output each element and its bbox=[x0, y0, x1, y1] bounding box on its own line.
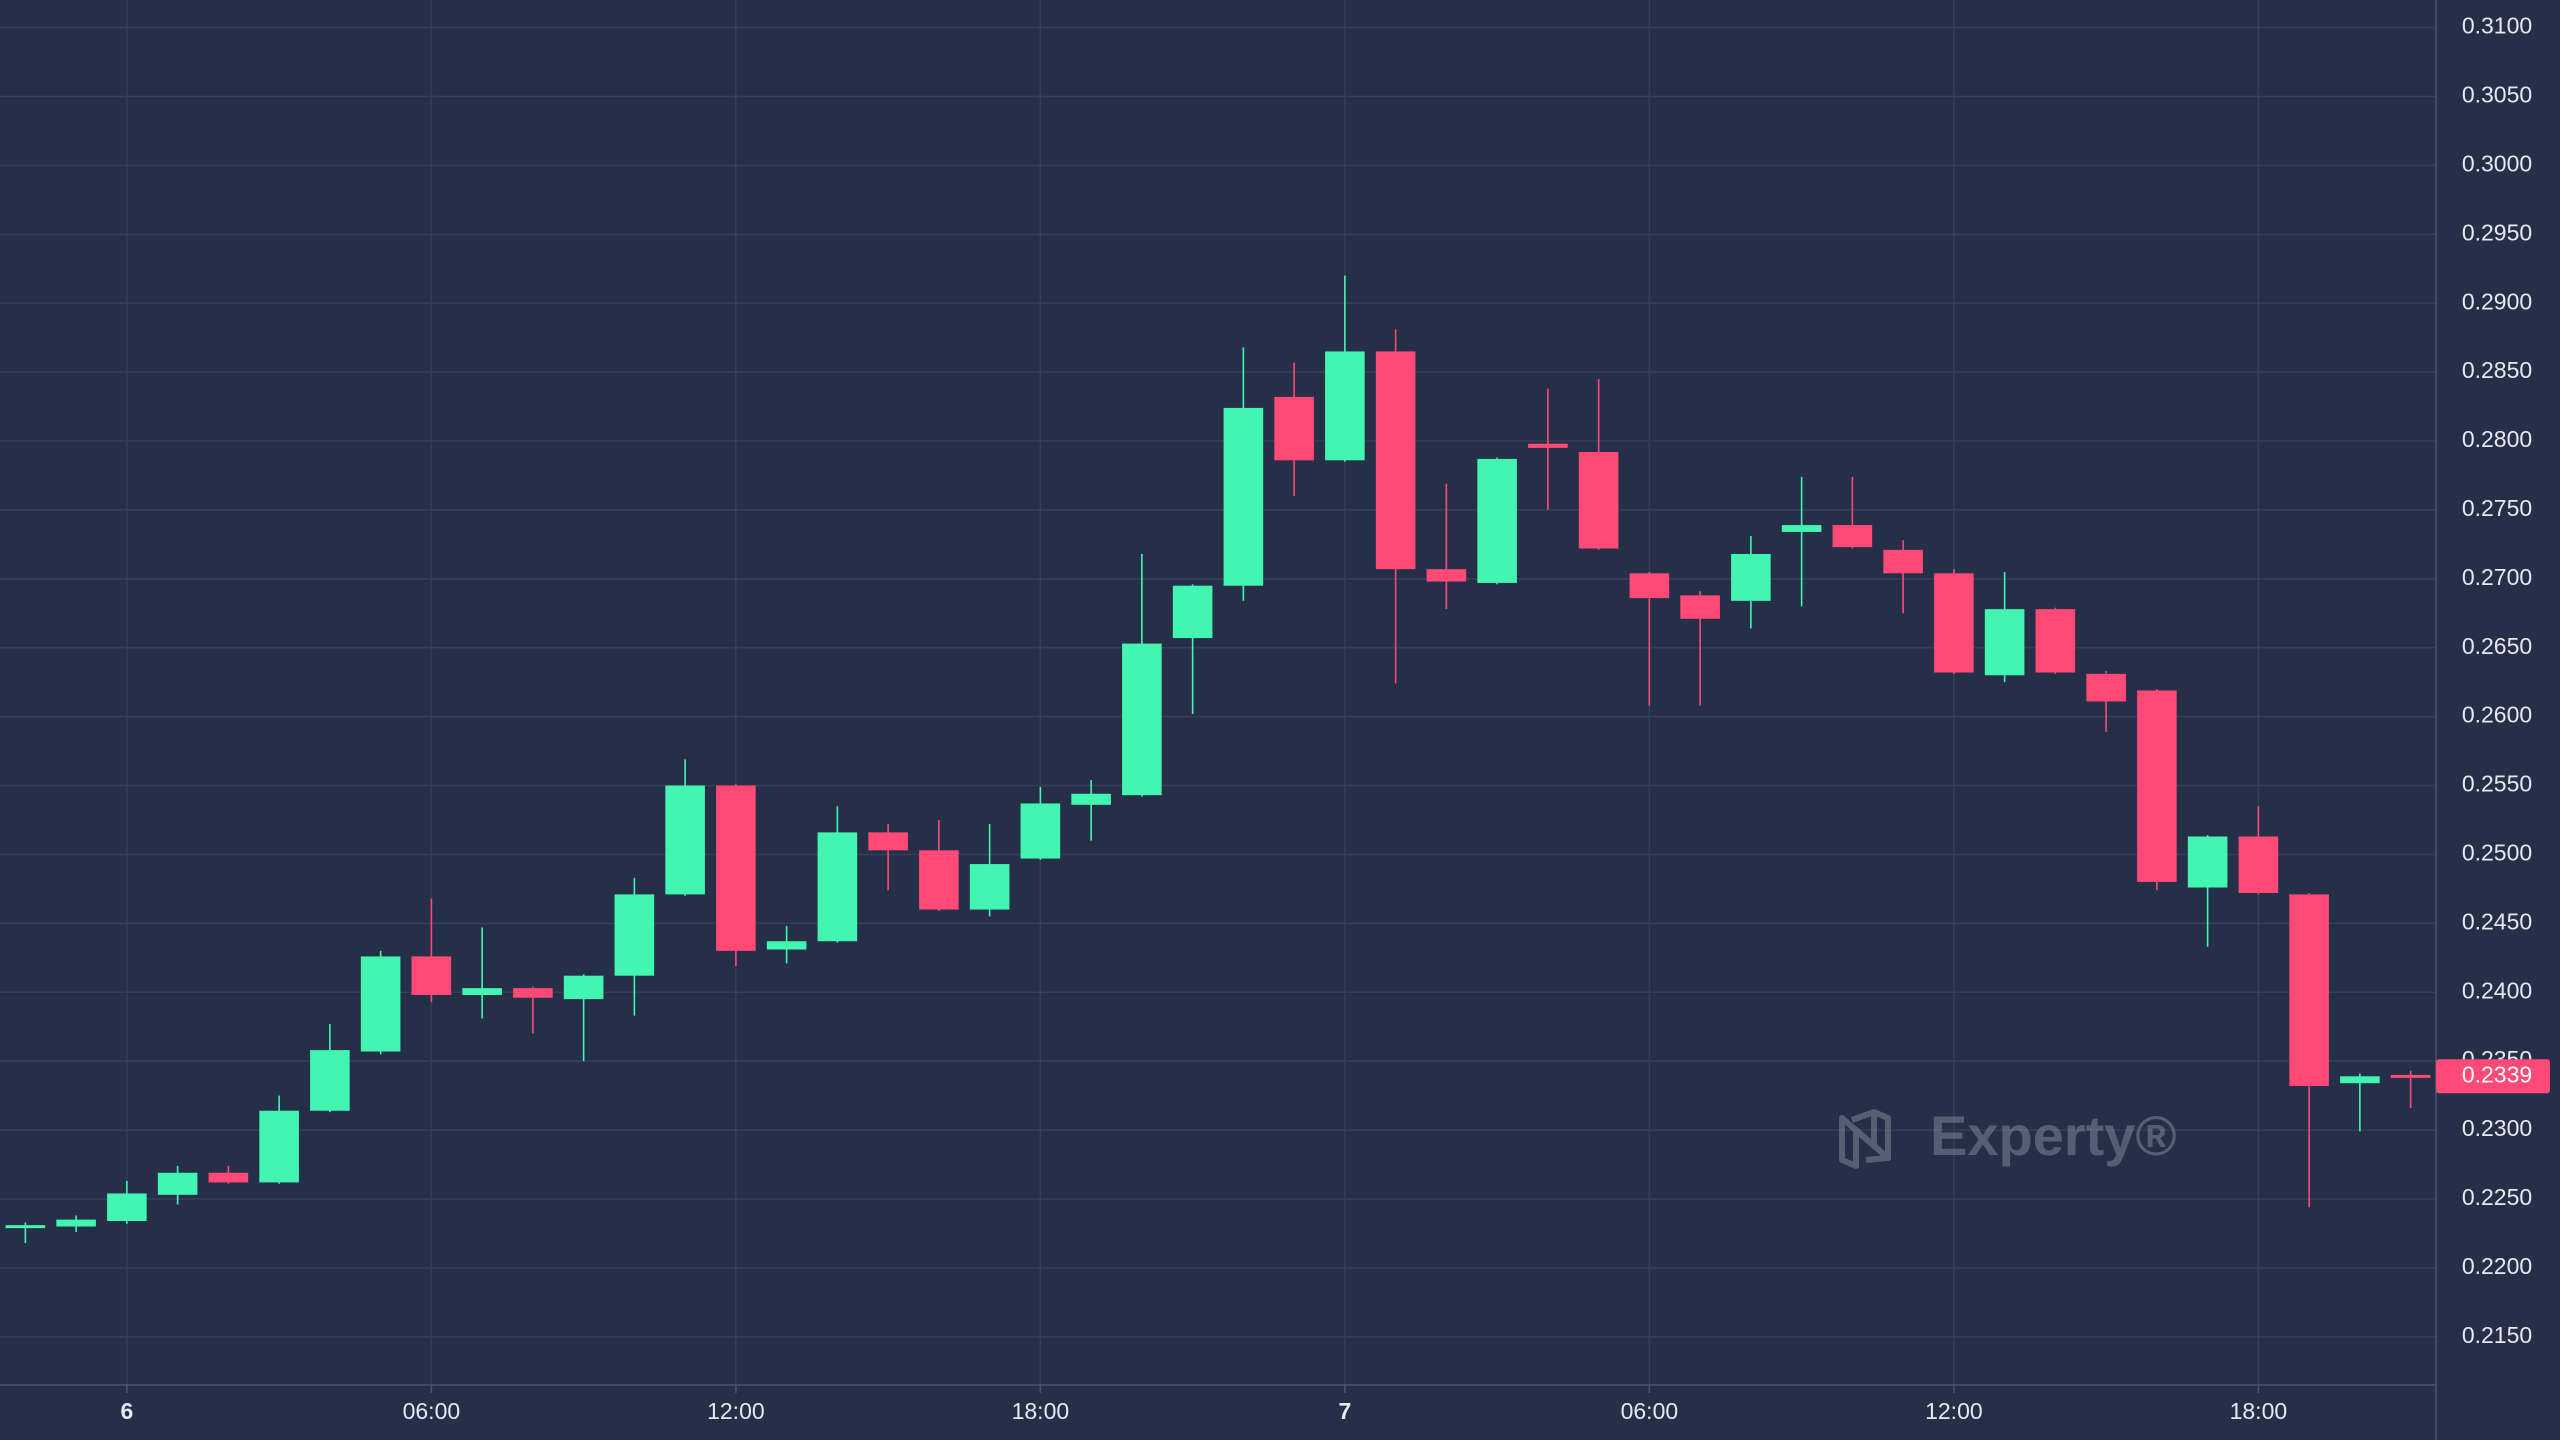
candle-body bbox=[1781, 525, 1822, 532]
x-tick-label: 6 bbox=[120, 1398, 133, 1424]
candle-body bbox=[2340, 1076, 2380, 1084]
candle-body bbox=[817, 832, 858, 942]
watermark: Experty® bbox=[1839, 1104, 2177, 1169]
price-tag-label: 0.2339 bbox=[2462, 1061, 2532, 1087]
x-tick-label: 12:00 bbox=[1925, 1398, 1983, 1424]
y-tick-label: 0.3050 bbox=[2462, 82, 2532, 108]
x-tick-label: 18:00 bbox=[2230, 1398, 2288, 1424]
y-tick-label: 0.2600 bbox=[2462, 702, 2532, 728]
candle-body bbox=[1731, 554, 1771, 601]
candle-body bbox=[107, 1193, 147, 1222]
price-tag bbox=[2436, 1059, 2550, 1094]
candle-body bbox=[563, 975, 604, 1000]
candle-body bbox=[1629, 573, 1670, 599]
candle-body bbox=[2137, 690, 2177, 882]
candle-body bbox=[157, 1172, 198, 1195]
y-tick-label: 0.2750 bbox=[2462, 495, 2532, 521]
candle-body bbox=[1832, 525, 1873, 548]
candle-body bbox=[2035, 609, 2076, 673]
y-tick-label: 0.2700 bbox=[2462, 564, 2532, 590]
candle-body bbox=[5, 1225, 46, 1229]
candle-body bbox=[2086, 673, 2126, 702]
candle-body bbox=[1883, 549, 1923, 574]
candle-body bbox=[969, 864, 1010, 910]
y-tick-label: 0.2200 bbox=[2462, 1253, 2532, 1279]
candle-body bbox=[1325, 351, 1365, 461]
y-tick-label: 0.3000 bbox=[2462, 150, 2532, 176]
candle-body bbox=[1071, 793, 1111, 805]
candle-body bbox=[360, 956, 401, 1052]
watermark-text: Experty® bbox=[1930, 1104, 2177, 1167]
candle-body bbox=[1426, 569, 1467, 582]
grid bbox=[0, 0, 2436, 1385]
candle-body bbox=[919, 850, 959, 910]
watermark-logo bbox=[1839, 1109, 1891, 1169]
candle-body bbox=[1274, 396, 1314, 461]
x-tick-label: 06:00 bbox=[1621, 1398, 1679, 1424]
y-tick-label: 0.2650 bbox=[2462, 633, 2532, 659]
candle-body bbox=[56, 1219, 96, 1227]
y-tick-label: 0.2250 bbox=[2462, 1184, 2532, 1210]
candle-body bbox=[1477, 458, 1517, 583]
candle-body bbox=[208, 1172, 249, 1183]
candle-body bbox=[1934, 573, 1974, 673]
candle-body bbox=[1528, 443, 1568, 448]
candle-body bbox=[614, 894, 655, 976]
candle-body bbox=[259, 1110, 299, 1183]
y-tick-label: 0.3100 bbox=[2462, 13, 2532, 39]
candle-body bbox=[716, 785, 756, 951]
candle-body bbox=[665, 785, 705, 895]
y-tick-label: 0.2900 bbox=[2462, 288, 2532, 314]
candle-body bbox=[2238, 836, 2279, 894]
candle-body bbox=[1984, 609, 2025, 676]
candle-body bbox=[2289, 894, 2329, 1086]
x-tick-label: 18:00 bbox=[1012, 1398, 1070, 1424]
y-tick-label: 0.2150 bbox=[2462, 1322, 2532, 1348]
candle-body bbox=[411, 956, 452, 995]
x-tick-label: 06:00 bbox=[403, 1398, 461, 1424]
candle-body bbox=[1578, 452, 1619, 549]
candle-body bbox=[1020, 803, 1061, 859]
y-tick-label: 0.2300 bbox=[2462, 1115, 2532, 1141]
candle-body bbox=[2187, 836, 2228, 888]
candle-body bbox=[1223, 407, 1264, 586]
candle-body bbox=[766, 941, 807, 950]
y-tick-label: 0.2500 bbox=[2462, 840, 2532, 866]
y-tick-label: 0.2400 bbox=[2462, 977, 2532, 1003]
candle-body bbox=[1375, 351, 1416, 570]
candle-body bbox=[2390, 1074, 2431, 1078]
x-tick-label: 7 bbox=[1338, 1398, 1351, 1424]
y-tick-label: 0.2550 bbox=[2462, 771, 2532, 797]
plot bbox=[5, 275, 2431, 1244]
candle-body bbox=[868, 832, 908, 851]
candle-body bbox=[513, 988, 553, 998]
candle-body bbox=[1680, 595, 1720, 619]
y-tick-label: 0.2450 bbox=[2462, 908, 2532, 934]
y-tick-label: 0.2850 bbox=[2462, 357, 2532, 383]
candle-body bbox=[462, 988, 502, 995]
candle-body bbox=[1172, 585, 1213, 639]
y-tick-label: 0.2950 bbox=[2462, 219, 2532, 245]
y-tick-label: 0.2800 bbox=[2462, 426, 2532, 452]
candle-body bbox=[310, 1050, 350, 1111]
candle-body bbox=[1122, 643, 1162, 796]
x-tick-label: 12:00 bbox=[707, 1398, 765, 1424]
